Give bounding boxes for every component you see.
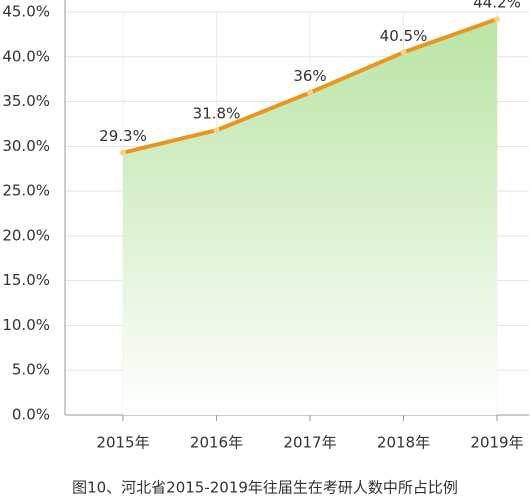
x-tick-label: 2017年 (283, 434, 336, 452)
point (494, 16, 500, 23)
x-tick-label: 2019年 (470, 434, 523, 452)
y-tick-label: 30.0% (2, 137, 50, 155)
y-tick-label: 10.0% (2, 316, 50, 334)
chart-title: 图10、河北省2015-2019年往届生在考研人数中所占比例 (72, 479, 458, 497)
data-label: 40.5% (380, 27, 428, 45)
y-tick-label: 40.0% (2, 47, 50, 65)
y-tick-label: 15.0% (2, 271, 50, 289)
x-tick-label: 2015年 (96, 434, 149, 452)
data-label: 36% (293, 67, 326, 85)
data-label: 44.2% (473, 0, 521, 12)
point (400, 49, 407, 56)
y-tick-label: 25.0% (2, 182, 50, 200)
x-tick-label: 2018年 (377, 434, 430, 452)
y-tick-label: 20.0% (2, 226, 50, 244)
data-label: 29.3% (99, 127, 147, 145)
y-tick-label: 5.0% (12, 361, 50, 379)
point (120, 149, 126, 156)
data-label: 31.8% (193, 105, 241, 123)
x-tick-label: 2016年 (190, 434, 243, 452)
y-tick-label: 0.0% (12, 406, 50, 424)
y-tick-label: 45.0% (2, 3, 50, 21)
point (213, 127, 220, 134)
point (307, 89, 313, 96)
y-tick-label: 35.0% (2, 92, 50, 110)
area (123, 19, 497, 416)
